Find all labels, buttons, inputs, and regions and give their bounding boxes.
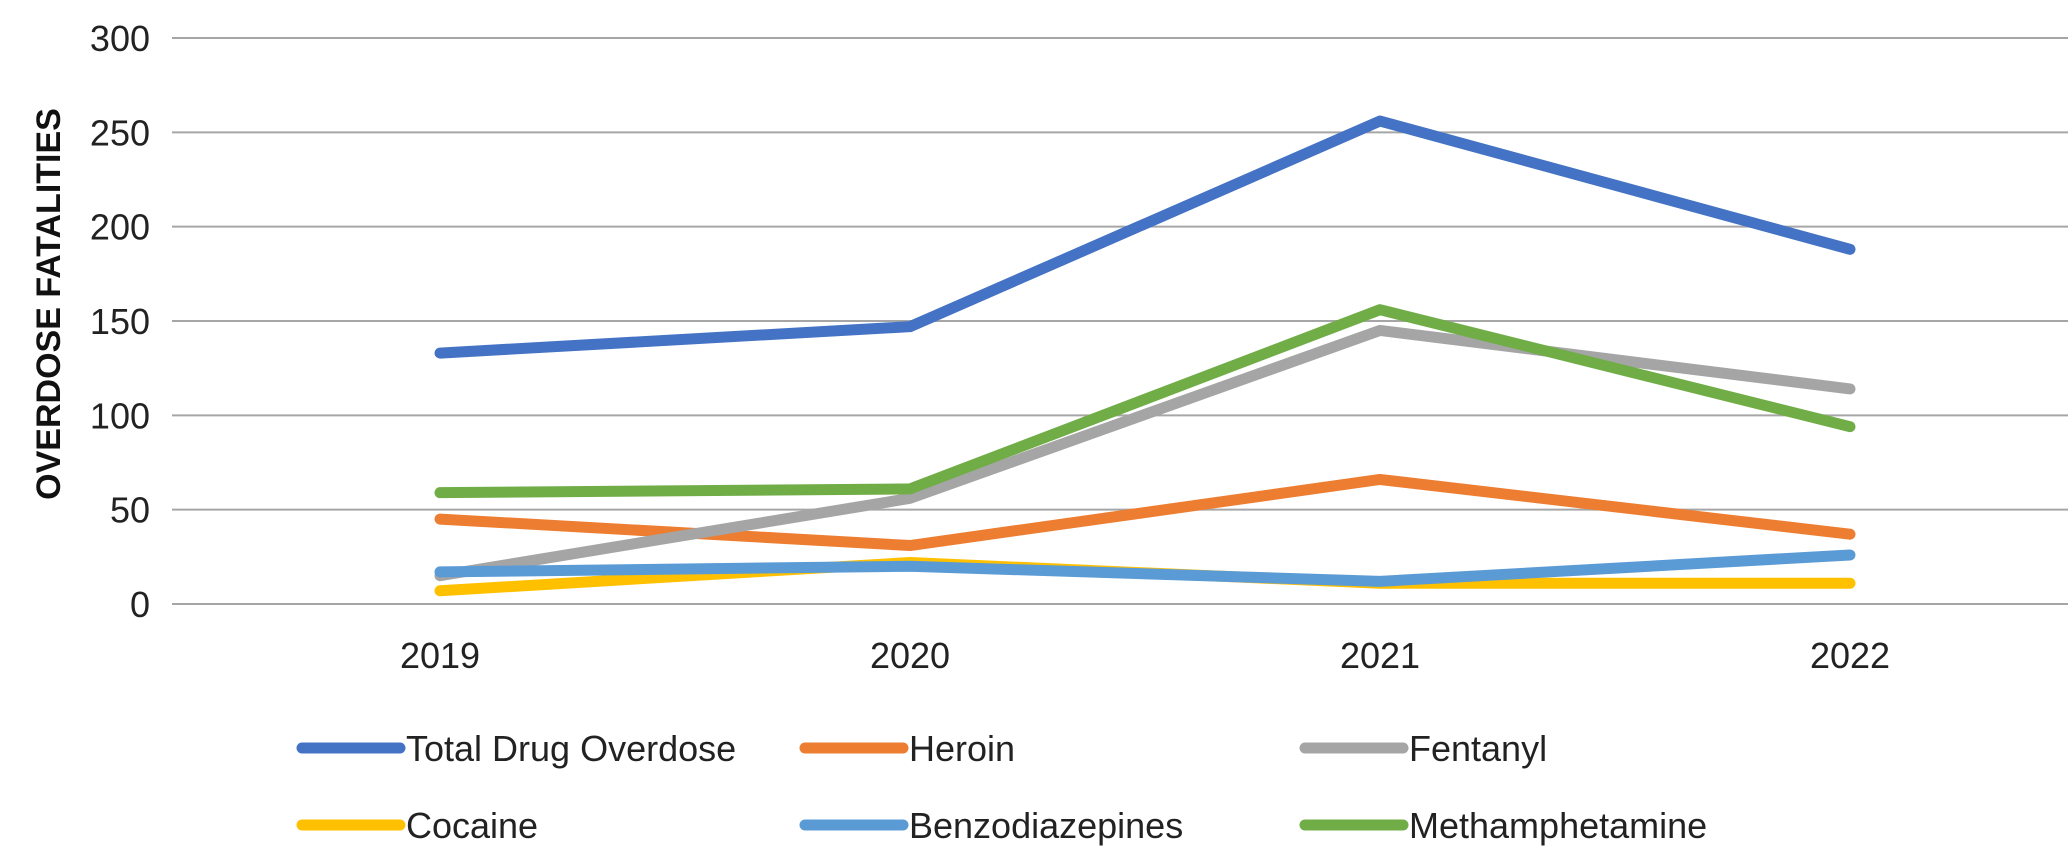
x-axis-ticks: 2019 2020 2021 2022	[400, 635, 1890, 676]
legend-label: Methamphetamine	[1409, 805, 1707, 846]
series-fentanyl	[434, 324, 1856, 582]
y-tick-label: 50	[110, 490, 150, 531]
legend-label: Benzodiazepines	[909, 805, 1183, 846]
x-tick-label: 2021	[1340, 635, 1420, 676]
y-axis-ticks: 0 50 100 150 200 250 300	[90, 18, 150, 625]
legend-item-cocaine: Cocaine	[296, 805, 538, 846]
legend: Total Drug Overdose Heroin Fentanyl Cocaine…	[296, 728, 1707, 846]
series-methamphetamine	[434, 304, 1856, 499]
legend-label: Fentanyl	[1409, 728, 1547, 769]
y-tick-label: 200	[90, 207, 150, 248]
y-tick-label: 300	[90, 18, 150, 59]
legend-item-methamphetamine: Methamphetamine	[1299, 805, 1707, 846]
legend-label: Heroin	[909, 728, 1015, 769]
series-total-drug-overdose	[434, 115, 1856, 359]
series-line-methamphetamine	[434, 304, 1856, 499]
legend-item-benzodiazepines: Benzodiazepines	[799, 805, 1183, 846]
y-tick-label: 100	[90, 395, 150, 436]
series-lines	[434, 115, 1856, 597]
series-line-total-drug-overdose	[434, 115, 1856, 359]
legend-label: Cocaine	[406, 805, 538, 846]
series-line-benzodiazepines	[434, 549, 1856, 587]
y-axis-label: OVERDOSE FATALITIES	[30, 108, 68, 500]
series-line-fentanyl	[434, 324, 1856, 582]
y-tick-label: 0	[130, 584, 150, 625]
legend-item-heroin: Heroin	[799, 728, 1015, 769]
legend-item-total-drug-overdose: Total Drug Overdose	[296, 728, 736, 769]
legend-label: Total Drug Overdose	[406, 728, 736, 769]
x-tick-label: 2020	[870, 635, 950, 676]
y-tick-label: 150	[90, 301, 150, 342]
legend-item-fentanyl: Fentanyl	[1299, 728, 1547, 769]
gridlines	[172, 37, 2068, 605]
series-benzodiazepines	[434, 549, 1856, 587]
x-tick-label: 2019	[400, 635, 480, 676]
x-tick-label: 2022	[1810, 635, 1890, 676]
y-tick-label: 250	[90, 112, 150, 153]
